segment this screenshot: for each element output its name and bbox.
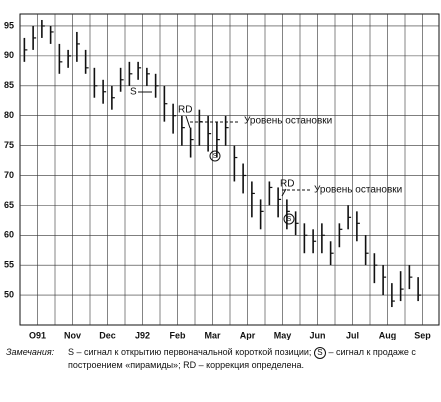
arrow — [281, 188, 287, 197]
annotation: S — [213, 153, 218, 160]
annotation: S — [287, 216, 292, 223]
notes-text: S – сигнал к открытию первоначальной кор… — [68, 346, 436, 371]
x-tick-label: Aug — [379, 330, 397, 340]
y-tick-label: 90 — [4, 50, 14, 60]
notes-part: S – сигнал к открытию первоначальной кор… — [68, 347, 312, 357]
annotation: RD — [178, 105, 192, 116]
annotation: S — [130, 87, 137, 98]
x-tick-label: Nov — [64, 330, 81, 340]
annotation: Уровень остановки — [244, 116, 332, 127]
notes-part: – сигнал к продаже с построением «пирами… — [68, 347, 416, 370]
y-tick-label: 80 — [4, 110, 14, 120]
x-tick-label: May — [274, 330, 292, 340]
x-tick-label: Mar — [204, 330, 221, 340]
y-tick-label: 75 — [4, 140, 14, 150]
x-tick-label: Sep — [414, 330, 431, 340]
plot-frame — [19, 13, 440, 326]
annotation-circle — [209, 150, 221, 162]
x-tick-label: Jul — [346, 330, 359, 340]
circled-s: S — [313, 347, 326, 359]
notes-label: Замечания: — [6, 347, 55, 357]
y-tick-label: 70 — [4, 170, 14, 180]
y-tick-label: 65 — [4, 200, 14, 210]
chart: 50 55 60 65 70 75 80 85 90 95 O91 Nov Dec J92 Feb Mar Ap… — [4, 13, 440, 340]
x-tick-label: O91 — [29, 330, 46, 340]
y-tick-label: 60 — [4, 230, 14, 240]
y-tick-label: 55 — [4, 260, 14, 270]
x-tick-label: Feb — [169, 330, 186, 340]
arrow — [185, 115, 191, 129]
x-tick-label: J92 — [135, 330, 150, 340]
annotation: RD — [280, 179, 294, 190]
y-tick-label: 50 — [4, 289, 14, 299]
x-tick-label: Jun — [309, 330, 325, 340]
x-tick-label: Dec — [99, 330, 116, 340]
annotation-circle — [283, 213, 295, 225]
y-tick-label: 95 — [4, 20, 14, 30]
x-tick-label: Apr — [240, 330, 256, 340]
notes: Замечания: S – сигнал к открытию первона… — [6, 346, 436, 371]
annotation: Уровень остановки — [314, 185, 402, 196]
y-tick-label: 85 — [4, 80, 14, 90]
